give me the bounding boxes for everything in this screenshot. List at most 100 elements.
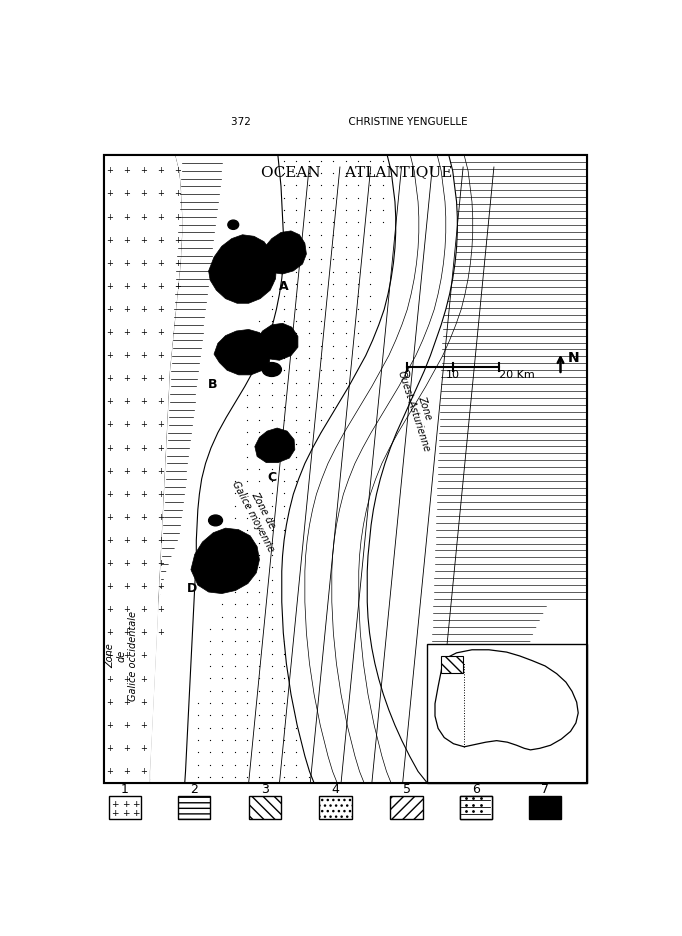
Text: +: + <box>140 582 147 592</box>
Text: +: + <box>106 628 113 637</box>
Text: +: + <box>106 282 113 291</box>
Text: +: + <box>123 282 130 291</box>
Text: +: + <box>158 167 164 175</box>
Text: +: + <box>140 444 147 452</box>
Text: +: + <box>106 559 113 568</box>
Text: +: + <box>123 328 130 337</box>
Text: +: + <box>106 697 113 707</box>
Text: +: + <box>123 767 130 776</box>
Text: +: + <box>121 810 129 818</box>
Text: +: + <box>140 628 147 637</box>
Text: +: + <box>140 305 147 314</box>
Text: +: + <box>158 374 164 383</box>
Text: +: + <box>140 351 147 360</box>
Text: +: + <box>123 189 130 198</box>
Text: +: + <box>158 282 164 291</box>
Text: +: + <box>158 236 164 244</box>
Text: D: D <box>188 581 198 594</box>
Text: Zone
de
Galice occidentale: Zone de Galice occidentale <box>105 611 138 701</box>
Text: +: + <box>123 305 130 314</box>
Text: +: + <box>140 513 147 522</box>
Text: +: + <box>123 675 130 683</box>
Text: +: + <box>140 420 147 430</box>
Text: +: + <box>123 490 130 499</box>
Text: 7: 7 <box>541 783 549 797</box>
Text: +: + <box>140 651 147 661</box>
Text: +: + <box>121 800 129 809</box>
Polygon shape <box>264 231 306 274</box>
Text: +: + <box>123 536 130 545</box>
Bar <box>460 797 492 819</box>
Text: 6: 6 <box>472 783 479 797</box>
Text: +: + <box>106 490 113 499</box>
Bar <box>104 155 587 783</box>
Text: +: + <box>106 374 113 383</box>
Polygon shape <box>256 323 298 360</box>
Text: OCEAN     ATLANTIQUE: OCEAN ATLANTIQUE <box>261 166 452 180</box>
Text: N: N <box>568 351 580 365</box>
Text: +: + <box>106 236 113 244</box>
Text: +: + <box>140 606 147 614</box>
Text: 10: 10 <box>446 370 460 380</box>
Text: +: + <box>140 467 147 475</box>
Text: 372                              CHRISTINE YENGUELLE: 372 CHRISTINE YENGUELLE <box>231 117 468 126</box>
Text: +: + <box>106 420 113 430</box>
Text: +: + <box>140 328 147 337</box>
Text: +: + <box>158 189 164 198</box>
Text: +: + <box>106 189 113 198</box>
Text: 20 Km: 20 Km <box>499 370 535 380</box>
Polygon shape <box>185 155 396 783</box>
Text: +: + <box>106 305 113 314</box>
Text: +: + <box>106 744 113 753</box>
Text: +: + <box>175 236 181 244</box>
Text: +: + <box>140 767 147 776</box>
Text: +: + <box>175 189 181 198</box>
Text: +: + <box>123 374 130 383</box>
Text: +: + <box>106 444 113 452</box>
Text: 2: 2 <box>190 783 198 797</box>
Text: +: + <box>140 236 147 244</box>
Text: +: + <box>123 351 130 360</box>
Text: +: + <box>140 189 147 198</box>
Text: +: + <box>158 582 164 592</box>
Text: 5: 5 <box>402 783 411 797</box>
Text: +: + <box>106 582 113 592</box>
Text: +: + <box>123 444 130 452</box>
Text: +: + <box>106 258 113 268</box>
Text: +: + <box>158 536 164 545</box>
Text: +: + <box>158 351 164 360</box>
Text: +: + <box>106 212 113 222</box>
Bar <box>249 797 281 819</box>
Text: +: + <box>175 212 181 222</box>
Text: +: + <box>158 398 164 406</box>
Polygon shape <box>367 155 587 783</box>
Text: Zone de
Galice moyenne: Zone de Galice moyenne <box>230 474 286 553</box>
Text: +: + <box>140 559 147 568</box>
Text: +: + <box>175 258 181 268</box>
Text: +: + <box>158 628 164 637</box>
Polygon shape <box>191 528 259 593</box>
Text: +: + <box>158 490 164 499</box>
Text: +: + <box>106 721 113 730</box>
Ellipse shape <box>233 244 246 255</box>
Text: +: + <box>140 536 147 545</box>
Ellipse shape <box>262 362 282 376</box>
Text: 4: 4 <box>331 783 340 797</box>
Polygon shape <box>150 155 227 783</box>
Polygon shape <box>209 235 276 303</box>
Text: +: + <box>158 444 164 452</box>
Bar <box>529 797 561 819</box>
Ellipse shape <box>209 515 222 526</box>
Text: +: + <box>123 651 130 661</box>
Text: +: + <box>158 467 164 475</box>
Text: +: + <box>158 328 164 337</box>
Text: 0: 0 <box>403 370 410 380</box>
Text: +: + <box>106 167 113 175</box>
Text: +: + <box>158 212 164 222</box>
Text: +: + <box>140 374 147 383</box>
Text: +: + <box>123 398 130 406</box>
Bar <box>108 797 141 819</box>
Polygon shape <box>435 650 578 750</box>
Text: +: + <box>106 536 113 545</box>
Text: +: + <box>106 675 113 683</box>
